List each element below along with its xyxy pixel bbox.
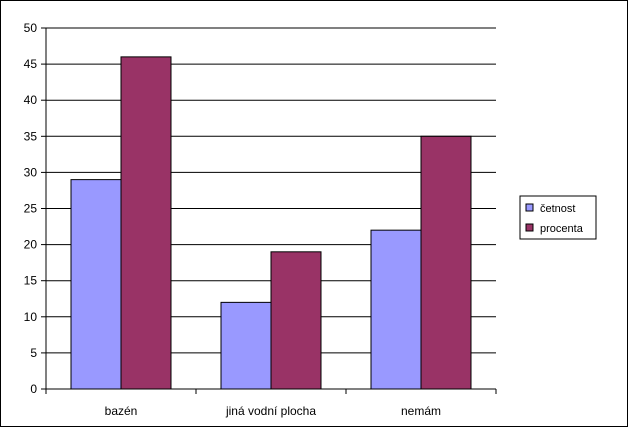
bar-procenta xyxy=(270,251,322,390)
legend-swatch-procenta xyxy=(525,223,534,232)
y-tick-label: 5 xyxy=(30,346,37,360)
x-tick-label: bazén xyxy=(105,404,138,418)
x-tick-label: nemám xyxy=(401,404,441,418)
legend-swatch-cetnost xyxy=(525,203,534,212)
y-tick-label: 50 xyxy=(24,21,38,35)
x-tick-label: jiná vodní plocha xyxy=(225,404,316,418)
y-tick-label: 45 xyxy=(24,57,38,71)
y-tick-label: 25 xyxy=(24,202,38,216)
legend-label-procenta: procenta xyxy=(540,223,584,235)
bar-cetnost xyxy=(220,301,272,390)
legend-box xyxy=(519,195,597,240)
legend: četnost procenta xyxy=(519,195,597,240)
bar-procenta xyxy=(120,56,172,390)
y-tick-label: 15 xyxy=(24,274,38,288)
y-tick-label: 30 xyxy=(24,165,38,179)
bar-procenta xyxy=(420,135,472,390)
legend-label-cetnost: četnost xyxy=(540,203,575,215)
y-tick-label: 40 xyxy=(24,93,38,107)
axes: 0 5 10 15 20 25 30 35 40 45 50 bazén jiná vodní ploc… xyxy=(24,21,497,418)
y-tick-label: 35 xyxy=(24,129,38,143)
y-tick-label: 10 xyxy=(24,310,38,324)
y-tick-label: 20 xyxy=(24,238,38,252)
bar-cetnost xyxy=(70,179,122,390)
bar-cetnost xyxy=(370,229,422,390)
y-tick-label: 0 xyxy=(30,382,37,396)
bars xyxy=(70,56,472,390)
